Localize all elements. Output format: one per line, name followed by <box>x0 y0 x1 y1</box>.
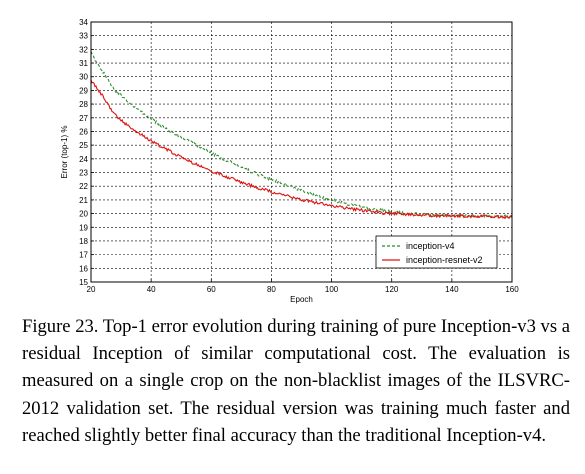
plot-frame <box>90 21 513 283</box>
series-line-inception-v4 <box>90 51 513 219</box>
y-tick-label: 26 <box>79 127 88 136</box>
x-tick-label: 80 <box>267 285 276 294</box>
y-tick-label: 23 <box>79 169 88 178</box>
y-tick-label: 22 <box>79 182 88 191</box>
x-tick-label: 20 <box>87 285 96 294</box>
x-tick-label: 160 <box>505 285 519 294</box>
y-tick-label: 17 <box>79 251 88 260</box>
y-tick-label: 20 <box>79 210 88 219</box>
y-tick-label: 32 <box>79 45 88 54</box>
legend: inception-v4 inception-resnet-v2 <box>375 235 498 269</box>
error-chart: 20 40 60 80 100 120 140 160 15 16 17 18 19 20 21 22 23 24… <box>60 18 519 304</box>
y-tick-label: 31 <box>79 59 88 68</box>
legend-label-inception-resnet-v2: inception-resnet-v2 <box>406 255 483 265</box>
x-axis-label: Epoch <box>290 295 313 304</box>
x-tick-label: 100 <box>325 285 339 294</box>
x-tick-label: 60 <box>207 285 216 294</box>
x-tick-label: 40 <box>147 285 156 294</box>
y-tick-label: 25 <box>79 141 88 150</box>
y-tick-label: 28 <box>79 100 88 109</box>
y-axis-label: Error (top-1) % <box>60 126 69 179</box>
y-tick-label: 27 <box>79 114 88 123</box>
y-tick-label: 33 <box>79 32 88 41</box>
y-tick-label: 21 <box>79 196 88 205</box>
legend-label-inception-v4: inception-v4 <box>406 241 455 251</box>
y-tick-label: 29 <box>79 86 88 95</box>
legend-box <box>375 235 498 269</box>
figure-caption: Figure 23. Top-1 error evolution during … <box>22 316 570 446</box>
series-line-inception-resnet-v2 <box>90 79 513 220</box>
y-tick-label: 30 <box>79 73 88 82</box>
y-tick-label: 24 <box>79 155 88 164</box>
y-tick-label: 19 <box>79 223 88 232</box>
x-tick-label: 120 <box>385 285 399 294</box>
y-tick-label: 34 <box>79 18 88 27</box>
y-tick-label: 18 <box>79 237 88 246</box>
y-tick-label: 16 <box>79 264 88 273</box>
y-tick-label: 15 <box>79 278 88 287</box>
series-layer <box>90 51 513 220</box>
x-tick-label: 140 <box>445 285 459 294</box>
